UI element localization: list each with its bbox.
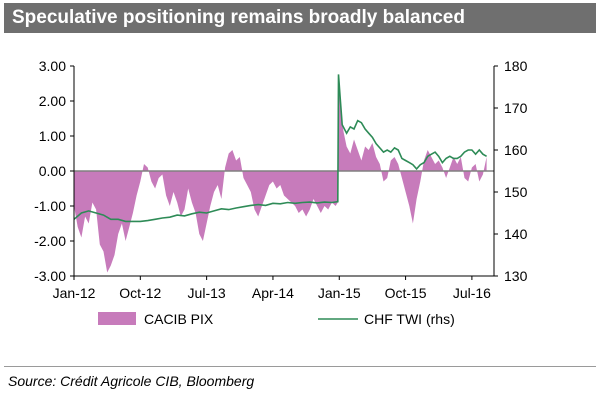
y-left-tick-label: 1.00 bbox=[39, 128, 66, 144]
x-tick-label: Jul-16 bbox=[453, 285, 491, 301]
chart-title-bar: Speculative positioning remains broadly … bbox=[4, 3, 596, 33]
y-left-tick-label: -1.00 bbox=[34, 198, 66, 214]
legend-label-cacib-pix: CACIB PIX bbox=[144, 311, 214, 327]
y-right-tick-label: 140 bbox=[504, 226, 528, 242]
x-tick-label: Oct-12 bbox=[119, 285, 161, 301]
x-tick-label: Jan-12 bbox=[53, 285, 96, 301]
source-divider bbox=[4, 366, 596, 367]
source-note: Source: Crédit Agricole CIB, Bloomberg bbox=[8, 373, 255, 389]
legend-swatch-cacib-pix bbox=[98, 312, 136, 325]
y-right-tick-label: 160 bbox=[504, 142, 528, 158]
y-right-tick-label: 180 bbox=[504, 58, 528, 74]
y-right-tick-label: 150 bbox=[504, 184, 528, 200]
cacib-pix-area bbox=[74, 76, 487, 273]
chf-twi-line bbox=[73, 74, 487, 223]
y-left-tick-label: -3.00 bbox=[34, 268, 66, 284]
y-left-tick-label: 0.00 bbox=[39, 163, 66, 179]
y-left-tick-label: -2.00 bbox=[34, 233, 66, 249]
x-tick-label: Jul-13 bbox=[188, 285, 226, 301]
x-tick-label: Oct-15 bbox=[385, 285, 427, 301]
y-left-tick-label: 2.00 bbox=[39, 93, 66, 109]
y-right-tick-label: 130 bbox=[504, 268, 528, 284]
chart-area: -3.00 -2.00 -1.00 0.00 1.00 2.00 3.00 130 140 150… bbox=[34, 58, 528, 327]
legend-label-chf-twi: CHF TWI (rhs) bbox=[364, 311, 455, 327]
chart-title: Speculative positioning remains broadly … bbox=[12, 7, 465, 28]
x-tick-label: Jan-15 bbox=[318, 285, 361, 301]
x-tick-label: Apr-14 bbox=[252, 285, 294, 301]
y-left-tick-label: 3.00 bbox=[39, 58, 66, 74]
y-right-tick-label: 170 bbox=[504, 100, 528, 116]
